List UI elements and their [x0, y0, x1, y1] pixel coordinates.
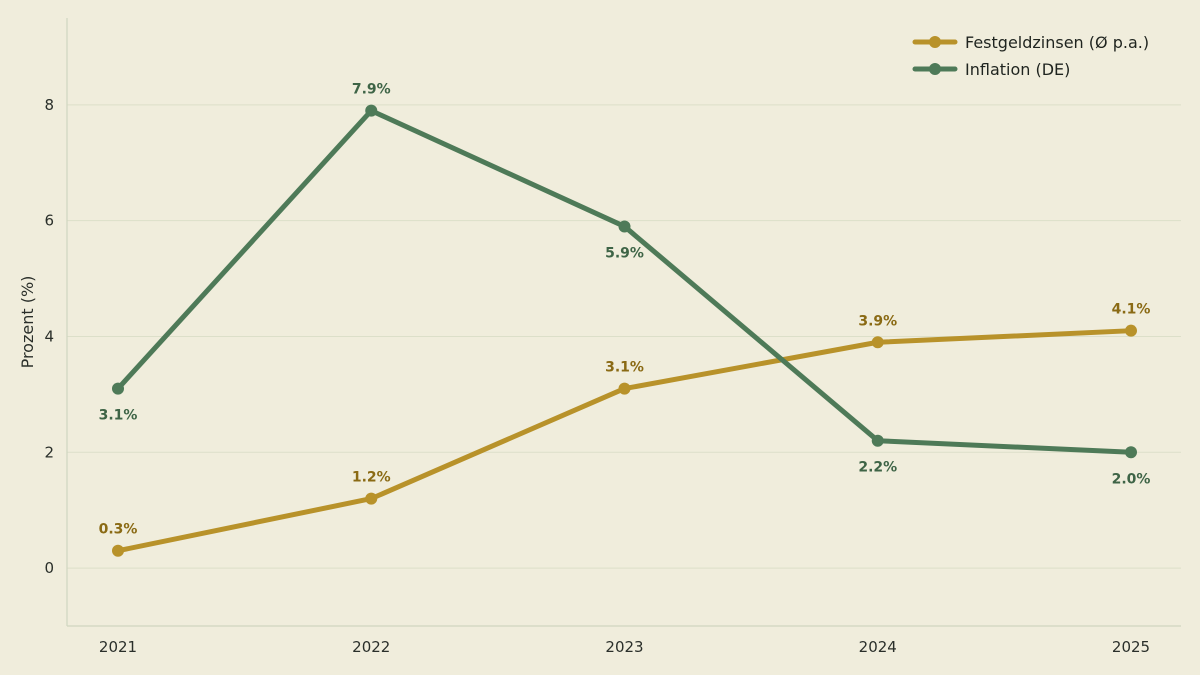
grid-layer: [67, 104, 1181, 569]
data-label: 3.9%: [858, 313, 897, 329]
data-point: [871, 336, 884, 349]
series-line-1: [115, 108, 1134, 455]
data-point: [1125, 446, 1137, 459]
y-tick-label: 2: [44, 443, 54, 461]
legend-swatch-marker: [929, 63, 941, 75]
data-label: 1.2%: [352, 470, 391, 486]
data-point: [112, 544, 124, 557]
x-tick-labels: 2021 2022 2023 2024 2025: [99, 638, 1150, 656]
legend: Festgeldzinsen (Ø p.a.) Inflation (DE): [912, 33, 1149, 79]
series-layer: [112, 104, 1137, 557]
data-label: 2.2%: [858, 460, 897, 476]
y-axis-title: Prozent (%): [18, 276, 37, 369]
y-tick-label: 0: [44, 559, 54, 577]
data-label: 5.9%: [605, 245, 644, 261]
data-label: 0.3%: [99, 522, 138, 538]
data-point: [365, 104, 378, 117]
data-labels: 0.3% 1.2% 3.1% 3.9% 4.1% 3.1% 7.9% 5.9% 2.2% 2.0%: [99, 82, 1151, 538]
data-point: [618, 220, 631, 233]
legend-label: Festgeldzinsen (Ø p.a.): [965, 33, 1149, 52]
data-point: [618, 382, 631, 395]
data-point: [871, 434, 884, 447]
y-tick-label: 8: [44, 96, 54, 114]
data-label: 4.1%: [1112, 302, 1151, 318]
axes-layer: [66, 18, 1181, 627]
x-tick-label: 2023: [605, 638, 643, 656]
y-tick-label: 6: [44, 212, 54, 230]
x-tick-label: 2022: [352, 638, 390, 656]
data-label: 7.9%: [352, 82, 391, 98]
x-tick-label: 2025: [1112, 638, 1150, 656]
y-tick-label: 4: [44, 327, 54, 345]
data-label: 3.1%: [99, 408, 138, 424]
x-tick-label: 2024: [859, 638, 897, 656]
data-point: [112, 382, 124, 395]
legend-label: Inflation (DE): [965, 60, 1070, 79]
legend-swatch-marker: [929, 36, 941, 48]
data-point: [1125, 324, 1137, 337]
x-tick-label: 2021: [99, 638, 137, 656]
data-label: 3.1%: [605, 360, 644, 376]
y-tick-labels: 0 2 4 6 8: [44, 96, 54, 577]
data-point: [365, 492, 378, 505]
data-label: 2.0%: [1112, 471, 1151, 487]
